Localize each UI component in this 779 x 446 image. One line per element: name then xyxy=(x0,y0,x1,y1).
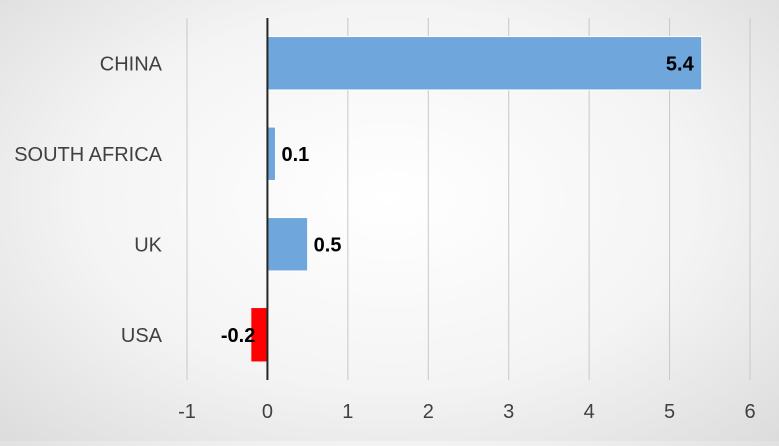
x-tick-label: 4 xyxy=(584,401,595,423)
bar-usa xyxy=(251,308,268,362)
bars xyxy=(251,36,703,362)
bar-south-africa xyxy=(266,126,276,181)
data-label: -0.2 xyxy=(221,325,255,347)
data-label: 0.1 xyxy=(281,144,309,166)
x-tick-label: -1 xyxy=(178,401,196,423)
category-labels: CHINA SOUTH AFRICA UK USA xyxy=(14,53,162,347)
category-label: USA xyxy=(121,325,163,347)
bar-uk xyxy=(266,217,309,272)
data-label: 0.5 xyxy=(314,234,342,256)
x-tick-label: 6 xyxy=(744,401,755,423)
category-label: SOUTH AFRICA xyxy=(14,144,162,166)
x-tick-label: 0 xyxy=(262,401,273,423)
category-label: CHINA xyxy=(100,53,163,75)
x-tick-labels: -1 0 1 2 3 4 5 6 xyxy=(178,401,755,423)
x-tick-label: 2 xyxy=(423,401,434,423)
x-tick-label: 5 xyxy=(664,401,675,423)
bar-china xyxy=(266,36,703,91)
x-tick-label: 1 xyxy=(342,401,353,423)
data-labels: 5.4 0.1 0.5 -0.2 xyxy=(221,53,695,347)
data-label: 5.4 xyxy=(666,53,695,75)
x-tick-label: 3 xyxy=(503,401,514,423)
category-label: UK xyxy=(134,234,162,256)
